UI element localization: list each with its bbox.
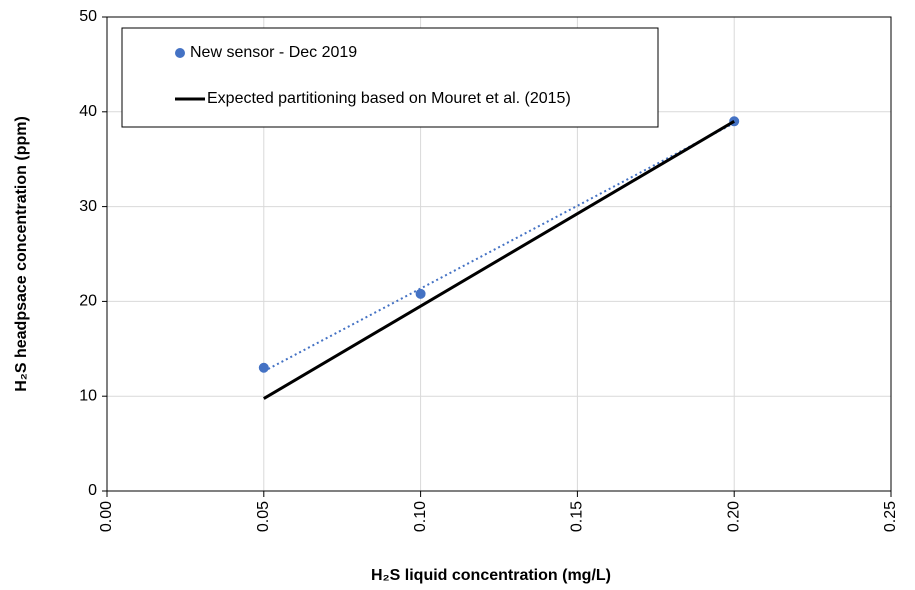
y-tick-label: 40 [79,103,97,120]
x-tick-label: 0.15 [569,501,586,532]
x-axis-label: H₂S liquid concentration (mg/L) [371,567,611,584]
line [263,119,735,400]
x-tick-label: 0.20 [725,501,742,532]
legend-label: New sensor - Dec 2019 [190,44,357,61]
legend-swatch [175,48,185,58]
legend-box [121,27,659,128]
legend-label: Expected partitioning based on Mouret et… [207,90,571,107]
point [415,288,426,299]
x-tick-label: 0.00 [98,501,115,532]
x-tick-label: 0.25 [882,501,899,532]
y-tick-label: 30 [79,198,97,215]
y-tick-label: 10 [79,387,97,404]
x-tick-label: 0.10 [412,501,429,532]
x-tick-label: 0.05 [255,501,272,532]
trendline [263,122,735,373]
y-tick-label: 0 [88,482,97,499]
legend: New sensor - Dec 2019 Expected partitioni… [121,27,659,128]
y-tick-label: 50 [79,8,97,25]
plot-frame [106,16,892,492]
y-axis-label: H₂S headpsace concentration (ppm) [13,116,30,392]
point [258,362,269,373]
y-tick-label: 20 [79,293,97,310]
